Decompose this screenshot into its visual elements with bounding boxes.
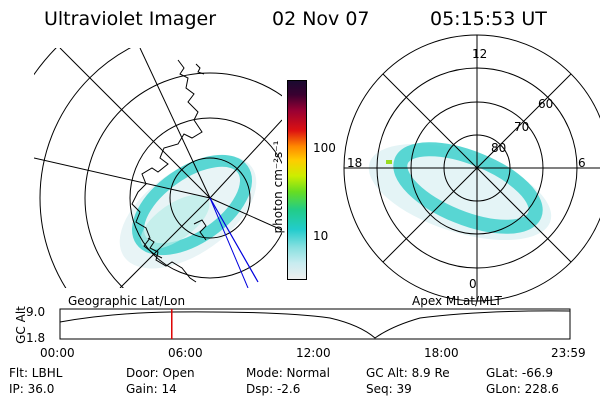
instrument-title: Ultraviolet Imager	[44, 8, 217, 30]
magnetic-caption: Apex MLat/MLT	[412, 294, 502, 308]
status-seq: Seq: 39	[366, 382, 412, 396]
colorbar-tick-10: 10	[313, 229, 329, 243]
status-mode: Mode: Normal	[246, 366, 330, 380]
lat-label-60: 60	[538, 97, 554, 111]
colorbar-tick-100: 100	[313, 141, 336, 155]
alt-tick-high: 9.0	[26, 305, 46, 319]
status-dsp: Dsp: -2.6	[246, 382, 301, 396]
status-gain: Gain: 14	[126, 382, 177, 396]
time-tick-4: 23:59	[551, 346, 586, 360]
mlt-label-noon: 12	[472, 47, 488, 61]
status-door: Door: Open	[126, 366, 195, 380]
time-tick-0: 00:00	[40, 346, 75, 360]
lat-label-80: 80	[491, 141, 507, 155]
status-glon: GLon: 228.6	[486, 382, 559, 396]
status-glat: GLat: -66.9	[486, 366, 553, 380]
mlt-label-dusk: 18	[347, 156, 363, 170]
lat-label-70: 70	[514, 120, 530, 134]
altitude-curve	[59, 310, 571, 339]
mlt-label-midnight: 0	[469, 277, 477, 291]
geographic-caption: Geographic Lat/Lon	[68, 294, 186, 308]
status-flt: Flt: LBHL	[9, 366, 63, 380]
mlt-label-dawn: 6	[578, 156, 586, 170]
date-label: 02 Nov 07	[272, 8, 370, 30]
alt-tick-low: 1.8	[26, 331, 46, 345]
status-ip: IP: 36.0	[9, 382, 55, 396]
time-tick-1: 06:00	[168, 346, 203, 360]
status-gc-alt: GC Alt: 8.9 Re	[366, 366, 450, 380]
aurora-oval-magnetic	[393, 142, 543, 234]
time-label: 05:15:53 UT	[430, 8, 547, 30]
intensity-colorbar	[287, 80, 307, 280]
time-tick-3: 18:00	[424, 346, 459, 360]
time-tick-2: 12:00	[296, 346, 331, 360]
coastline	[131, 59, 203, 259]
magnetic-polar-plot	[343, 34, 600, 302]
sun-direction-line	[209, 197, 259, 283]
